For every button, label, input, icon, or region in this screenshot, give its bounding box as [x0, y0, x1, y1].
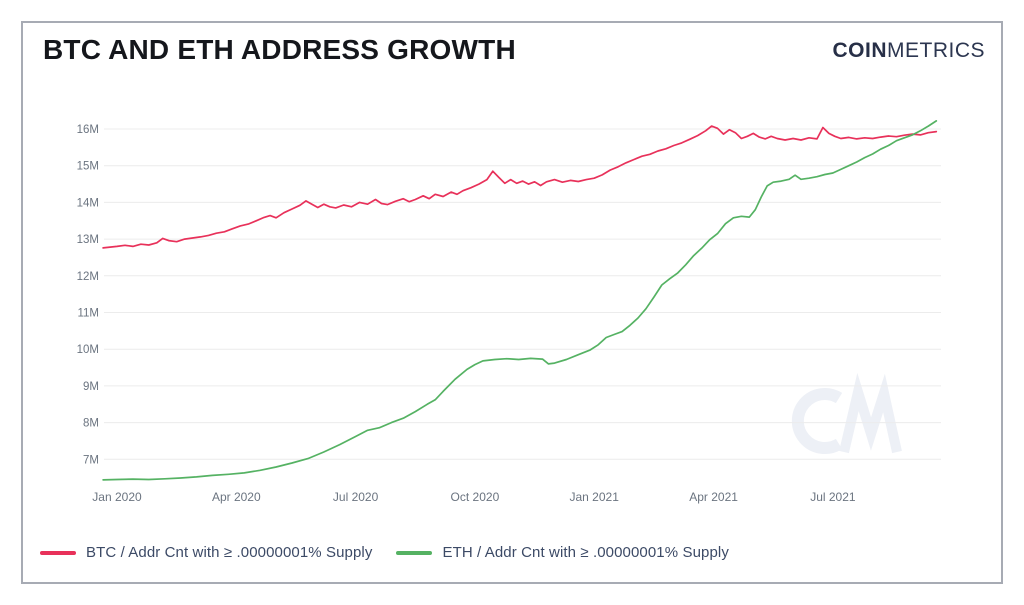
y-tick-label: 16M	[77, 124, 99, 136]
coinmetrics-logo: COINMETRICS	[833, 39, 986, 63]
legend-label-eth: ETH / Addr Cnt with ≥ .00000001% Supply	[442, 544, 729, 561]
eth-line-swatch	[396, 550, 433, 555]
eth-line	[102, 120, 938, 481]
x-tick-label: Jan 2020	[92, 490, 142, 504]
btc-line	[102, 125, 938, 249]
x-tick-label: Jul 2020	[333, 490, 379, 504]
legend: BTC / Addr Cnt with ≥ .00000001% Supply …	[40, 544, 729, 561]
y-tick-label: 13M	[77, 234, 99, 246]
y-tick-label: 12M	[77, 271, 99, 283]
y-tick-label: 9M	[83, 381, 99, 393]
x-tick-label: Jul 2021	[810, 490, 856, 504]
y-tick-label: 10M	[77, 344, 99, 356]
y-tick-label: 15M	[77, 161, 99, 173]
legend-item-btc: BTC / Addr Cnt with ≥ .00000001% Supply	[40, 544, 372, 561]
chart-card	[21, 21, 1003, 584]
btc-line-swatch	[40, 550, 76, 555]
x-tick-label: Oct 2020	[451, 490, 500, 504]
x-tick-label: Jan 2021	[570, 490, 620, 504]
series-layer	[102, 120, 938, 481]
cm-watermark-icon	[791, 372, 902, 454]
grid-layer	[104, 128, 941, 460]
x-tick-label: Apr 2021	[689, 490, 738, 504]
axis-label-layer: 7M 8M 9M 10M 11M 12M 13M 14M 15M 16M Jan 2020 Apr 2…	[77, 124, 856, 504]
y-tick-label: 14M	[77, 197, 99, 209]
y-tick-label: 8M	[83, 418, 99, 430]
legend-label-btc: BTC / Addr Cnt with ≥ .00000001% Supply	[86, 544, 373, 561]
y-tick-label: 11M	[77, 308, 99, 320]
logo-text-light: METRICS	[887, 39, 985, 62]
page-title: BTC AND ETH ADDRESS GROWTH	[43, 34, 516, 65]
legend-item-eth: ETH / Addr Cnt with ≥ .00000001% Supply	[396, 544, 729, 561]
x-tick-label: Apr 2020	[212, 490, 261, 504]
y-tick-label: 7M	[83, 454, 99, 466]
logo-text-bold: COIN	[832, 39, 887, 62]
